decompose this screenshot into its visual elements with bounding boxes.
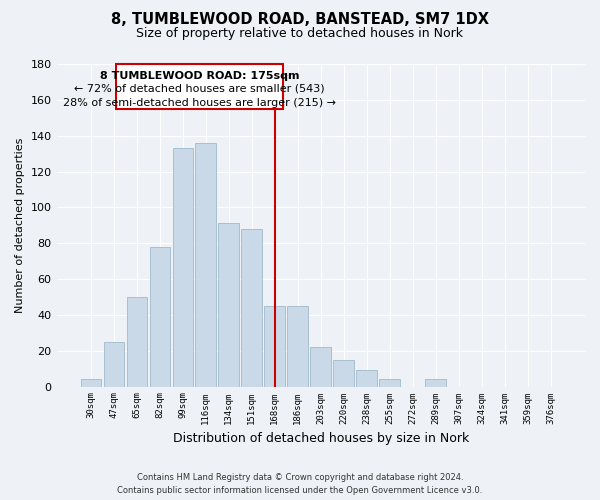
Bar <box>149 247 170 386</box>
Bar <box>265 306 285 386</box>
Text: ← 72% of detached houses are smaller (543): ← 72% of detached houses are smaller (54… <box>74 84 325 94</box>
Bar <box>287 306 308 386</box>
Bar <box>425 380 446 386</box>
Bar <box>80 380 101 386</box>
Text: Contains HM Land Registry data © Crown copyright and database right 2024.
Contai: Contains HM Land Registry data © Crown c… <box>118 474 482 495</box>
Bar <box>218 224 239 386</box>
Bar <box>127 297 147 386</box>
Text: 8 TUMBLEWOOD ROAD: 175sqm: 8 TUMBLEWOOD ROAD: 175sqm <box>100 71 299 81</box>
Y-axis label: Number of detached properties: Number of detached properties <box>15 138 25 313</box>
X-axis label: Distribution of detached houses by size in Nork: Distribution of detached houses by size … <box>173 432 469 445</box>
Text: 28% of semi-detached houses are larger (215) →: 28% of semi-detached houses are larger (… <box>63 98 336 108</box>
Bar <box>196 143 216 386</box>
Bar <box>356 370 377 386</box>
Bar <box>310 347 331 387</box>
Bar <box>104 342 124 386</box>
Text: 8, TUMBLEWOOD ROAD, BANSTEAD, SM7 1DX: 8, TUMBLEWOOD ROAD, BANSTEAD, SM7 1DX <box>111 12 489 28</box>
Bar <box>173 148 193 386</box>
Bar <box>116 64 283 109</box>
Bar <box>379 380 400 386</box>
Text: Size of property relative to detached houses in Nork: Size of property relative to detached ho… <box>137 28 464 40</box>
Bar <box>334 360 354 386</box>
Bar <box>241 229 262 386</box>
